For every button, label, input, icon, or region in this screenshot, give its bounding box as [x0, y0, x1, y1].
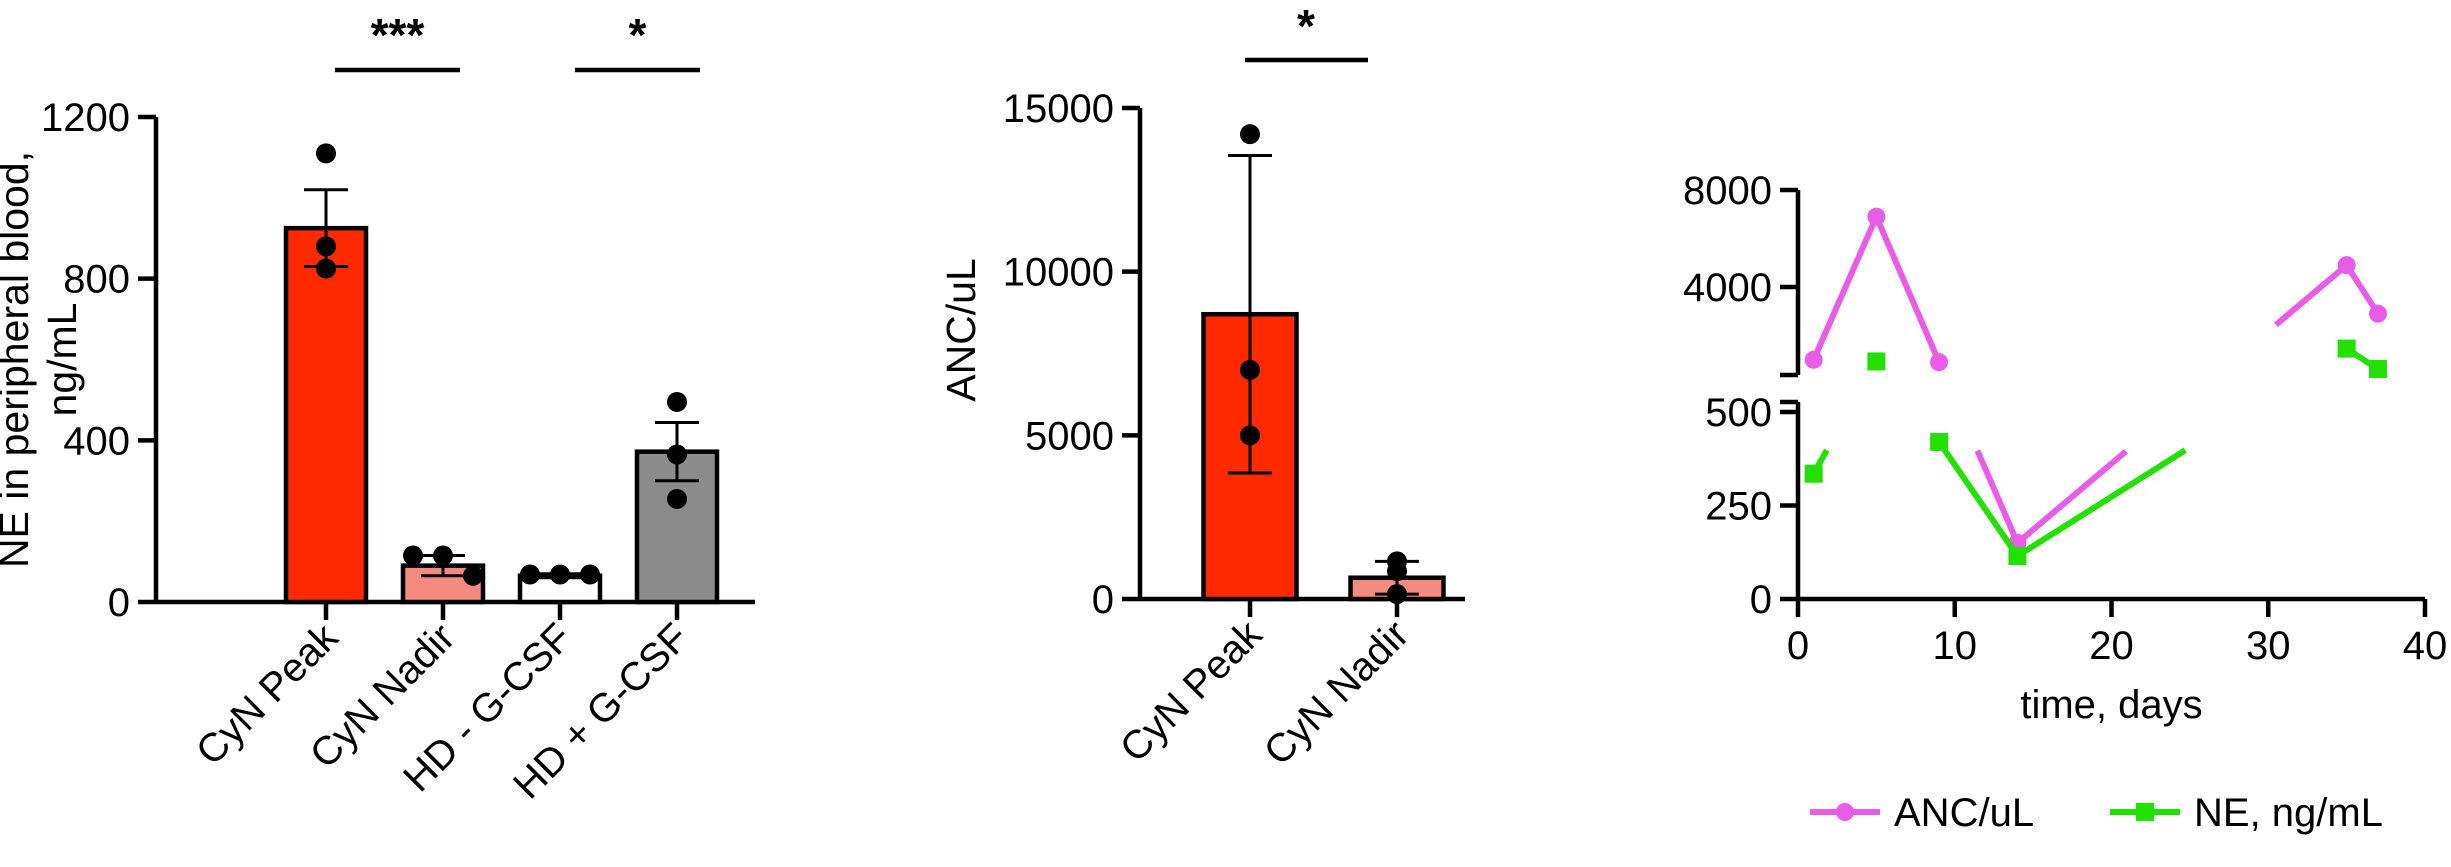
series-line-segment — [1936, 440, 2020, 558]
x-axis-label: time, days — [2020, 683, 2202, 727]
data-point — [1240, 425, 1260, 446]
series-marker — [1930, 353, 1949, 372]
panel-time-course-line-chart: 4000 8000 0 250 500 0 10 20 30 40 time, days ANC/uL… — [1683, 169, 2447, 835]
y-tick-label: 800 — [63, 258, 130, 302]
series-marker — [1867, 207, 1886, 226]
series-line-segment — [2273, 262, 2349, 328]
series-marker — [1804, 464, 1823, 483]
y-tick-label: 10000 — [1003, 251, 1114, 295]
data-point — [580, 564, 600, 585]
y-axis-label-line: NE in peripheral blood, — [0, 151, 37, 568]
x-tick-label: 30 — [2246, 624, 2291, 668]
legend-marker — [1836, 803, 1854, 821]
series-marker — [2008, 546, 2027, 565]
y-tick-label: 15000 — [1003, 87, 1114, 131]
x-tick-label: 20 — [2089, 624, 2134, 668]
y-tick-label: 400 — [63, 419, 130, 463]
axis-break-gap — [2248, 375, 2260, 395]
legend-marker — [2136, 803, 2154, 821]
series-marker — [1867, 352, 1886, 371]
y-tick-label: 8000 — [1683, 169, 1772, 213]
legend-label: NE, ng/mL — [2194, 791, 2383, 835]
legend-label: ANC/uL — [1894, 791, 2034, 835]
y-tick-label: 250 — [1705, 485, 1772, 529]
data-point — [433, 545, 453, 566]
y-axis-label-line: ANC/uL — [938, 258, 984, 402]
series-marker — [2337, 339, 2356, 358]
data-point — [316, 236, 336, 257]
y-tick-label: 0 — [1750, 578, 1772, 622]
y-tick-label: 4000 — [1683, 266, 1772, 310]
y-axis-label: ANC/uL — [938, 258, 984, 402]
data-point — [1240, 124, 1260, 145]
data-point — [316, 258, 336, 279]
data-point — [667, 488, 687, 509]
y-axis-label: NE in peripheral blood,ng/mL — [0, 151, 85, 568]
series-line-segment — [1810, 215, 1880, 361]
series-line-segment — [2015, 447, 2187, 559]
significance-label: * — [629, 9, 647, 61]
axis-break-gap — [2161, 370, 2210, 415]
x-category-label: CyN Peak — [1112, 612, 1271, 771]
series-line-segment — [1974, 449, 2021, 545]
data-point — [667, 391, 687, 412]
series-marker — [2368, 359, 2387, 378]
data-point — [1240, 359, 1260, 380]
bar — [283, 225, 369, 605]
data-point — [667, 444, 687, 465]
series-marker — [1930, 432, 1949, 451]
y-tick-label: 1200 — [41, 96, 130, 140]
x-tick-label: 0 — [1787, 624, 1809, 668]
data-point — [403, 545, 423, 566]
y-tick-label: 5000 — [1025, 414, 1114, 458]
data-point — [1387, 561, 1407, 582]
series-marker — [1804, 350, 1823, 369]
y-tick-label: 0 — [1092, 578, 1114, 622]
x-category-label: CyN Nadir — [1256, 612, 1418, 774]
y-tick-label: 500 — [1705, 391, 1772, 435]
data-point — [1387, 584, 1407, 605]
series-line-segment — [2015, 448, 2129, 546]
series-marker — [2368, 304, 2387, 323]
x-tick-label: 10 — [1933, 624, 1978, 668]
series-line-segment — [1873, 215, 1942, 364]
data-point — [520, 564, 540, 585]
data-point — [550, 564, 570, 585]
series-marker — [2337, 256, 2356, 275]
data-point — [463, 565, 483, 586]
series-line-segment — [2344, 263, 2381, 316]
significance-label: *** — [371, 9, 425, 61]
y-tick-label: 0 — [108, 581, 130, 625]
x-tick-label: 40 — [2403, 624, 2448, 668]
y-axis-label-line: ng/mL — [39, 303, 85, 417]
data-point — [316, 143, 336, 164]
significance-label: * — [1297, 0, 1315, 52]
